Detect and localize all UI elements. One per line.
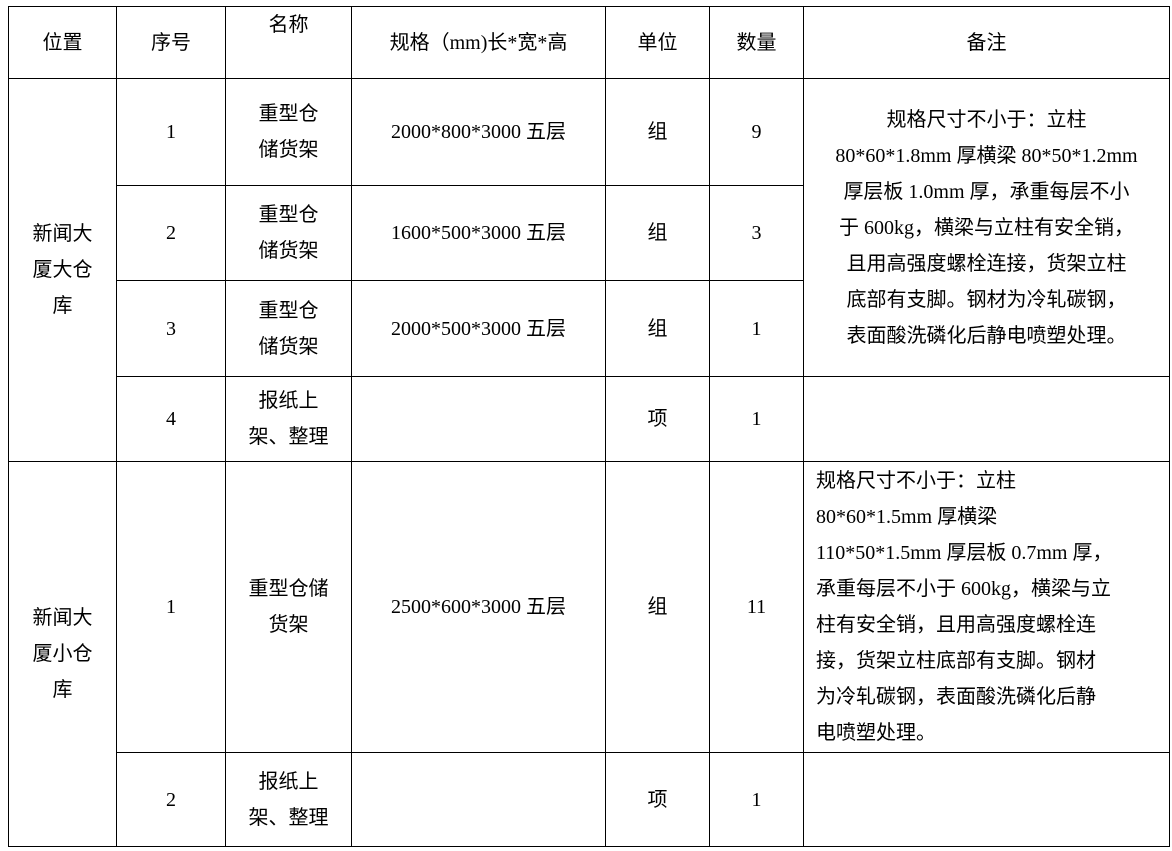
spec-cell: 2000*500*3000 五层 xyxy=(351,280,606,377)
table-row: 2 报纸上 架、整理 项 1 xyxy=(9,752,1170,847)
spec-cell: 2500*600*3000 五层 xyxy=(351,461,606,753)
quantity-cell: 1 xyxy=(709,280,804,377)
header-unit: 单位 xyxy=(605,6,710,79)
header-location: 位置 xyxy=(8,6,117,79)
remark-cell xyxy=(803,376,1170,462)
quantity-cell: 1 xyxy=(709,376,804,462)
name-cell: 重型仓 储货架 xyxy=(225,78,352,186)
table-row: 3 重型仓 储货架 2000*500*3000 五层 组 1 xyxy=(9,280,1170,377)
remark-cell: 规格尺寸不小于：立柱 80*60*1.5mm 厚横梁 110*50*1.5mm … xyxy=(803,461,1170,753)
number-cell: 3 xyxy=(116,280,226,377)
unit-cell: 组 xyxy=(605,78,710,186)
header-row: 位置 序号 名称 规格（mm)长*宽*高 单位 数量 备注 xyxy=(8,6,1170,79)
quantity-cell: 11 xyxy=(709,461,804,753)
header-number: 序号 xyxy=(116,6,226,79)
unit-cell: 项 xyxy=(605,752,710,847)
table-row: 2 重型仓 储货架 1600*500*3000 五层 组 3 xyxy=(9,185,1170,281)
unit-cell: 项 xyxy=(605,376,710,462)
quantity-cell: 3 xyxy=(709,185,804,281)
location-cell: 新闻大 厦小仓 库 xyxy=(8,461,117,847)
unit-cell: 组 xyxy=(605,185,710,281)
unit-cell: 组 xyxy=(605,280,710,377)
spec-cell: 1600*500*3000 五层 xyxy=(351,185,606,281)
name-cell: 重型仓 储货架 xyxy=(225,280,352,377)
name-cell: 重型仓储 货架 xyxy=(225,461,352,753)
spec-cell xyxy=(351,376,606,462)
number-cell: 2 xyxy=(116,185,226,281)
table-row: 新闻大 厦大仓 库 1 重型仓 储货架 2000*800*3000 五层 组 9… xyxy=(8,78,1170,462)
header-name: 名称 xyxy=(225,6,352,79)
number-cell: 4 xyxy=(116,376,226,462)
spec-cell: 2000*800*3000 五层 xyxy=(351,78,606,186)
name-cell: 报纸上 架、整理 xyxy=(225,376,352,462)
number-cell: 1 xyxy=(116,461,226,753)
table-row: 4 报纸上 架、整理 项 1 xyxy=(9,376,1170,462)
spec-cell xyxy=(351,752,606,847)
remark-cell xyxy=(803,752,1170,847)
header-remark: 备注 xyxy=(803,6,1170,79)
quantity-cell: 9 xyxy=(709,78,804,186)
quantity-cell: 1 xyxy=(709,752,804,847)
remark-cell: 规格尺寸不小于：立柱 80*60*1.8mm 厚横梁 80*50*1.2mm 厚… xyxy=(803,78,1170,377)
procurement-table: 位置 序号 名称 规格（mm)长*宽*高 单位 数量 备注 新闻大 厦大仓 库 … xyxy=(8,6,1170,847)
location-cell: 新闻大 厦大仓 库 xyxy=(8,78,117,462)
number-cell: 1 xyxy=(116,78,226,186)
number-cell: 2 xyxy=(116,752,226,847)
header-quantity: 数量 xyxy=(709,6,804,79)
name-cell: 报纸上 架、整理 xyxy=(225,752,352,847)
table-row: 新闻大 厦小仓 库 1 重型仓储 货架 2500*600*3000 五层 组 1… xyxy=(8,461,1170,847)
header-spec: 规格（mm)长*宽*高 xyxy=(351,6,606,79)
name-cell: 重型仓 储货架 xyxy=(225,185,352,281)
unit-cell: 组 xyxy=(605,461,710,753)
